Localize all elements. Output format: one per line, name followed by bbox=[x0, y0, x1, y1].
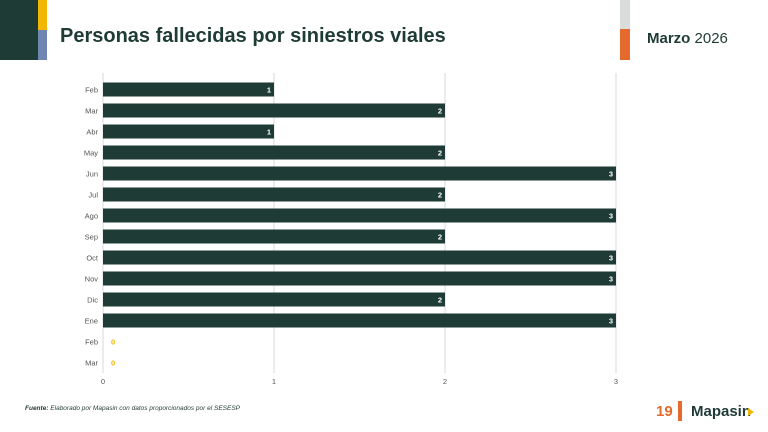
bar bbox=[103, 229, 445, 244]
x-tick-label: 0 bbox=[101, 377, 105, 386]
data-label: 1 bbox=[267, 128, 271, 137]
period-month: Marzo bbox=[647, 30, 691, 47]
y-tick-label: Ene bbox=[85, 317, 98, 326]
x-tick-label: 3 bbox=[614, 377, 618, 386]
data-label: 1 bbox=[267, 86, 271, 95]
data-label: 3 bbox=[609, 170, 613, 179]
y-tick-label: Sep bbox=[85, 233, 98, 242]
y-tick-label: Nov bbox=[85, 275, 99, 284]
y-tick-label: Feb bbox=[85, 86, 98, 95]
corner-decoration bbox=[0, 0, 48, 60]
brand-arrow-icon bbox=[748, 408, 754, 416]
data-label: 2 bbox=[438, 233, 442, 242]
x-tick-label: 1 bbox=[272, 377, 276, 386]
y-tick-label: Dic bbox=[87, 296, 98, 305]
x-tick-label: 2 bbox=[443, 377, 447, 386]
bar bbox=[103, 271, 616, 286]
data-label: 0 bbox=[111, 338, 115, 347]
footer-separator bbox=[678, 401, 682, 421]
bar bbox=[103, 313, 616, 328]
data-label: 3 bbox=[609, 317, 613, 326]
page-title: Personas fallecidas por siniestros viale… bbox=[60, 25, 446, 47]
accent-bars bbox=[620, 0, 630, 60]
bar bbox=[103, 292, 445, 307]
corner-dark-block bbox=[0, 0, 38, 60]
data-label: 3 bbox=[609, 254, 613, 263]
accent-bar-orange bbox=[620, 29, 630, 60]
data-label: 2 bbox=[438, 191, 442, 200]
source-text: Elaborado por Mapasin con datos proporci… bbox=[50, 405, 240, 412]
data-label: 2 bbox=[438, 149, 442, 158]
y-tick-label: Abr bbox=[86, 128, 98, 137]
bar bbox=[103, 82, 274, 97]
y-tick-label: Jul bbox=[88, 191, 98, 200]
data-label: 2 bbox=[438, 107, 442, 116]
corner-blue-strip bbox=[38, 30, 47, 60]
bar bbox=[103, 187, 445, 202]
data-label: 3 bbox=[609, 275, 613, 284]
y-tick-label: Oct bbox=[86, 254, 99, 263]
period-year: 2026 bbox=[694, 30, 728, 47]
data-label: 2 bbox=[438, 296, 442, 305]
corner-yellow-strip bbox=[38, 0, 47, 30]
y-tick-label: Ago bbox=[85, 212, 98, 221]
y-tick-label: Mar bbox=[85, 107, 98, 116]
source-note: Fuente: Elaborado por Mapasin con datos … bbox=[25, 405, 240, 412]
page-number: 19 bbox=[656, 403, 673, 420]
y-tick-label: Mar bbox=[85, 359, 98, 368]
bar bbox=[103, 208, 616, 223]
bar bbox=[103, 250, 616, 265]
brand-logo: Mapasin bbox=[691, 403, 752, 420]
bar bbox=[103, 166, 616, 181]
bar bbox=[103, 145, 445, 160]
data-label: 3 bbox=[609, 212, 613, 221]
data-label: 0 bbox=[111, 359, 115, 368]
y-tick-label: Feb bbox=[85, 338, 98, 347]
bar bbox=[103, 103, 445, 118]
bar bbox=[103, 124, 274, 139]
bar-chart: 0 1 2 3 Feb 1 Mar 2 Abr 1 May 2 Jun 3 Jul 2 Ago 3 Sep 2 Oct 3… bbox=[84, 73, 618, 386]
accent-bar-grey bbox=[620, 0, 630, 29]
source-label: Fuente: bbox=[25, 405, 49, 412]
y-tick-label: Jun bbox=[86, 170, 98, 179]
report-period: Marzo 2026 bbox=[647, 30, 728, 47]
y-tick-label: May bbox=[84, 149, 98, 158]
